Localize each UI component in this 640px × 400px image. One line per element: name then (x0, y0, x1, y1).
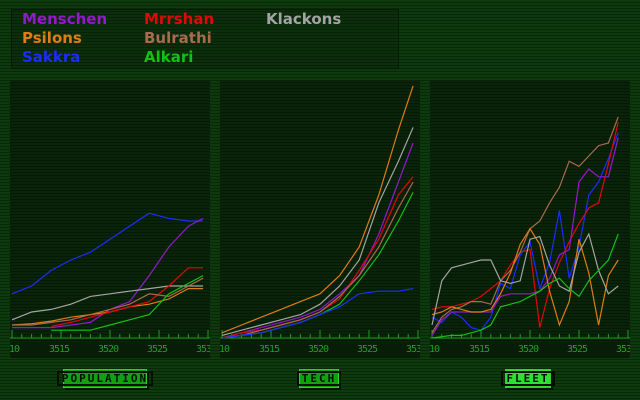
x-tick-label: 3520 (518, 344, 539, 355)
population-chart (10, 80, 210, 342)
x-tick-label: 3525 (357, 344, 378, 355)
tech-x-axis-labels: 3510 3515 3520 3525 3530 (220, 342, 420, 358)
legend-bulrathi: Bulrathi (144, 29, 212, 47)
series-line-alkari (431, 233, 619, 339)
series-line-sakkra (431, 132, 619, 331)
population-x-axis-labels: 3510 3515 3520 3525 3530 (10, 342, 210, 358)
legend-sakkra: Sakkra (22, 48, 81, 66)
x-tick-label: 3515 (469, 344, 490, 355)
legend-alkari: Alkari (144, 48, 194, 66)
series-line-mrrshan (51, 267, 204, 327)
legend-mrrshan: Mrrshan (144, 10, 215, 28)
tech-chart (220, 80, 420, 342)
series-line-klackons (11, 285, 204, 321)
legend-box: Menschen Psilons Sakkra Mrrshan Bulrathi… (11, 9, 399, 69)
x-tick-label: 3520 (98, 344, 119, 355)
x-tick-label: 3530 (406, 344, 420, 355)
legend-psilons: Psilons (22, 29, 82, 47)
series-line-bulrathi (221, 181, 414, 339)
tech-button[interactable]: TECH (296, 369, 342, 388)
x-tick-label: 3510 (220, 344, 230, 355)
series-line-bulrathi (431, 116, 619, 334)
fleet-button[interactable]: FLEET (501, 369, 555, 388)
x-tick-label: 3520 (308, 344, 329, 355)
x-tick-label: 3525 (567, 344, 588, 355)
fleet-x-axis-labels: 3510 3515 3520 3525 3530 (430, 342, 630, 358)
series-line-alkari (51, 275, 204, 331)
series-line-klackons (431, 232, 619, 326)
fleet-chart (430, 80, 630, 342)
population-button[interactable]: POPULATION (56, 369, 154, 388)
series-line-bulrathi (12, 277, 204, 326)
series-line-mrrshan (431, 122, 619, 328)
series-line-menschen (431, 137, 619, 336)
x-tick-label: 3530 (616, 344, 630, 355)
x-tick-label: 3515 (49, 344, 70, 355)
x-tick-label: 3530 (196, 344, 210, 355)
x-tick-label: 3525 (147, 344, 168, 355)
series-line-menschen (221, 142, 414, 339)
series-line-psilons (431, 227, 619, 327)
legend-klackons: Klackons (266, 10, 342, 28)
x-tick-label: 3510 (430, 344, 440, 355)
x-tick-label: 3515 (259, 344, 280, 355)
x-tick-label: 3510 (10, 344, 20, 355)
series-line-mrrshan (221, 176, 414, 339)
series-line-psilons (221, 85, 414, 334)
series-line-sakkra (11, 212, 204, 295)
legend-menschen: Menschen (22, 10, 108, 28)
series-line-klackons (221, 127, 414, 336)
series-line-sakkra (221, 288, 414, 339)
